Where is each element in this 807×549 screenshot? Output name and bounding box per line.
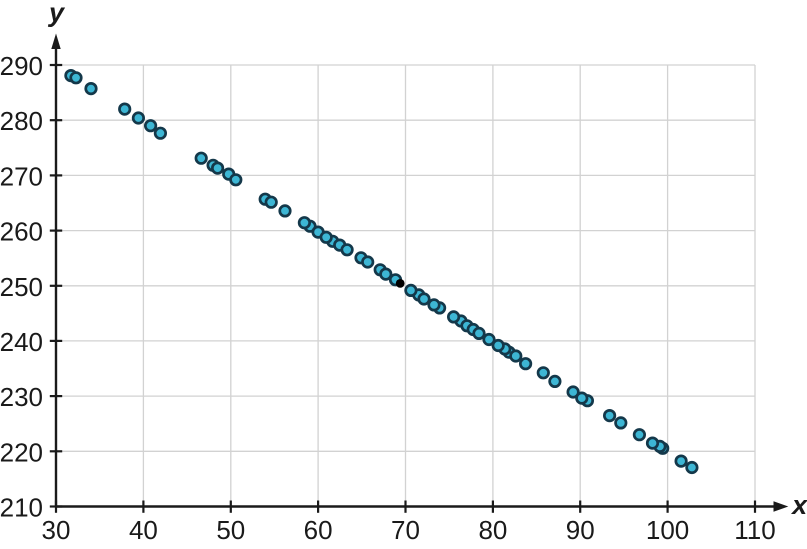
svg-text:70: 70 — [391, 515, 420, 545]
svg-text:80: 80 — [478, 515, 507, 545]
svg-text:220: 220 — [0, 437, 43, 467]
svg-text:290: 290 — [0, 51, 43, 81]
svg-text:210: 210 — [0, 493, 43, 523]
svg-text:240: 240 — [0, 327, 43, 357]
svg-text:60: 60 — [304, 515, 333, 545]
svg-text:90: 90 — [566, 515, 595, 545]
svg-text:250: 250 — [0, 272, 43, 302]
svg-text:y: y — [47, 0, 66, 27]
svg-text:50: 50 — [216, 515, 245, 545]
svg-text:280: 280 — [0, 106, 43, 136]
svg-text:230: 230 — [0, 382, 43, 412]
svg-text:260: 260 — [0, 217, 43, 247]
svg-text:30: 30 — [42, 515, 71, 545]
svg-text:x: x — [790, 490, 807, 520]
svg-text:270: 270 — [0, 161, 43, 191]
svg-text:40: 40 — [129, 515, 158, 545]
svg-text:100: 100 — [646, 515, 689, 545]
svg-text:110: 110 — [734, 515, 775, 545]
